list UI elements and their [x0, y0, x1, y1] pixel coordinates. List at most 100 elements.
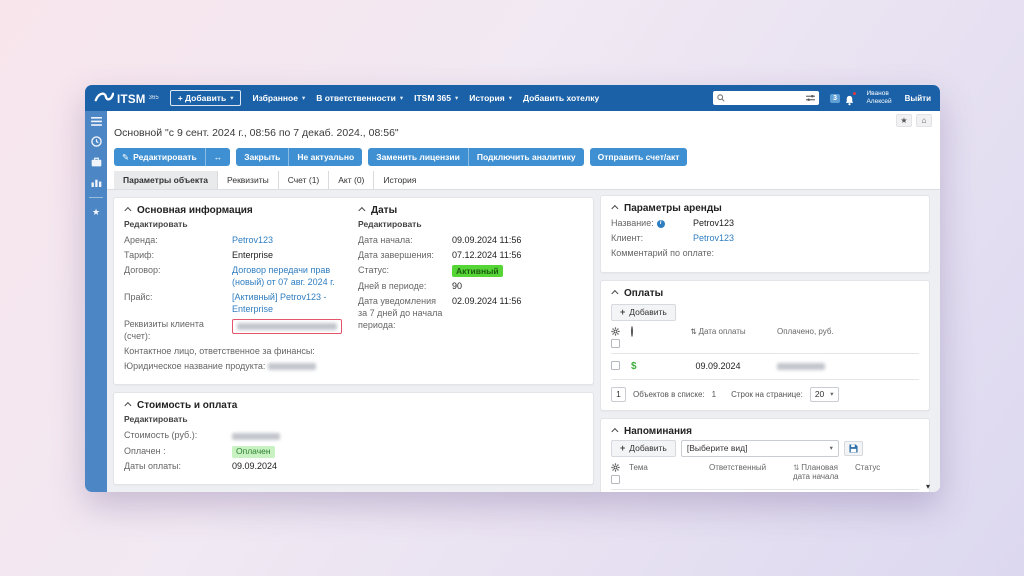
row-checkbox[interactable] — [611, 360, 620, 370]
bar-chart-icon[interactable] — [91, 177, 102, 187]
nav-responsibility[interactable]: В ответственности ▾ — [316, 93, 403, 103]
logout-link[interactable]: Выйти — [904, 93, 931, 103]
reminders-col-topic[interactable]: Тема — [629, 462, 648, 472]
replace-licenses-button[interactable]: Заменить лицензии — [368, 148, 468, 166]
dates-header[interactable]: Даты — [358, 205, 583, 216]
field-legal-name: Юридическое название продукта: — [124, 361, 348, 373]
nav-add-wish-label: Добавить хотелку — [522, 93, 600, 103]
field-client-value[interactable]: Petrov123 — [693, 233, 735, 244]
main-panel: Основная информация Редактировать Аренда… — [107, 190, 940, 492]
gear-icon[interactable] — [611, 326, 620, 336]
field-contract-value[interactable]: Договор передачи прав (новый) от 07 авг.… — [232, 265, 335, 288]
briefcase-icon[interactable] — [91, 157, 102, 167]
payments-col-paid[interactable]: Оплачено, руб. — [777, 326, 834, 336]
swap-button[interactable]: ↔ — [204, 148, 231, 166]
cost-edit-link[interactable]: Редактировать — [124, 414, 188, 425]
tab-history[interactable]: История — [373, 171, 425, 189]
field-rent: Аренда: Petrov123 — [124, 235, 348, 247]
field-days-in-period-value: 90 — [452, 281, 463, 292]
info-icon[interactable]: i — [656, 219, 665, 228]
reminders-add-button[interactable]: + Добавить — [611, 439, 676, 457]
close-button[interactable]: Закрыть — [236, 148, 289, 166]
view-select[interactable]: [Выберите вид] ▾ — [680, 439, 839, 457]
field-payment-comment-label: Комментарий по оплате: — [611, 248, 715, 259]
search-input[interactable] — [712, 91, 819, 105]
page-number[interactable]: 1 — [611, 386, 626, 402]
nav-favorites[interactable]: Избранное ▾ — [252, 93, 305, 103]
reminders-col-planned-date[interactable]: ⇅ Плановая дата начала — [793, 463, 855, 481]
field-price-value[interactable]: [Активный] Petrov123 - Enterprise — [232, 292, 327, 314]
field-contact-person-label: Контактное лицо, ответственное за финанс… — [124, 346, 315, 356]
nav-itsm365[interactable]: ITSM 365 ▾ — [414, 93, 458, 103]
field-contact-person: Контактное лицо, ответственное за финанс… — [124, 346, 348, 358]
tab-requisites[interactable]: Реквизиты — [217, 171, 278, 189]
view-select-value: [Выберите вид] — [686, 443, 748, 454]
main-info-edit-link[interactable]: Редактировать — [124, 219, 188, 229]
close-button-group: Закрыть Не актуально — [236, 148, 363, 166]
reminders-card: Напоминания + Добавить [Выберите вид] ▾ — [600, 417, 930, 492]
field-paid-label: Оплачен : — [124, 445, 166, 456]
reminder-row[interactable]: Выставить клиенту акт по Иванов Алексей … — [611, 490, 919, 492]
cost-header[interactable]: Стоимость и оплата — [124, 400, 583, 411]
nav-history[interactable]: История ▾ — [469, 93, 512, 103]
payment-row[interactable]: $ 09.09.2024 — [611, 354, 919, 380]
favorite-page-button[interactable]: ★ — [896, 114, 912, 127]
redacted-value — [267, 363, 316, 371]
chevron-down-icon: ▾ — [230, 95, 234, 102]
favorites-star-icon[interactable]: ★ — [91, 207, 101, 217]
rows-per-page-select[interactable]: 20 ▾ — [809, 386, 839, 402]
right-column: Параметры аренды Название: i Petrov123 Кл… — [600, 195, 930, 492]
scroll-down-arrow[interactable]: ▾ — [925, 482, 930, 491]
save-view-button[interactable] — [843, 440, 863, 456]
reminders-col-responsible[interactable]: Ответственный — [709, 462, 767, 472]
nav-add-wish[interactable]: Добавить хотелку — [523, 93, 599, 103]
sidebar-divider — [89, 197, 103, 198]
logo-sup: 365 — [148, 95, 159, 101]
left-sidebar: ★ — [85, 111, 107, 492]
notifications[interactable]: 3 — [829, 91, 857, 105]
notification-count-badge[interactable]: 3 — [829, 93, 841, 103]
payments-add-button[interactable]: + Добавить — [611, 303, 676, 321]
content-area: ★ ⌂ Основной "с 9 сент. 2024 г., 08:56 п… — [107, 111, 940, 492]
user-name[interactable]: Иванов Алексей — [866, 90, 891, 105]
payments-add-label: Добавить — [629, 307, 667, 318]
rent-params-title: Параметры аренды — [624, 203, 722, 214]
rent-params-header[interactable]: Параметры аренды — [611, 203, 919, 214]
dates-edit-link[interactable]: Редактировать — [358, 219, 422, 229]
chevron-down-icon: ▾ — [454, 95, 459, 102]
field-price: Прайс: [Активный] Petrov123 - Enterprise — [124, 292, 348, 315]
nav-add-button[interactable]: + Добавить ▾ — [169, 90, 242, 106]
bell-icon[interactable] — [844, 91, 857, 105]
swap-arrows-icon: ↔ — [213, 152, 223, 162]
nav-history-label: История — [469, 93, 505, 103]
send-invoice-button[interactable]: Отправить счет/акт — [589, 148, 688, 166]
field-rent-value[interactable]: Petrov123 — [232, 235, 274, 245]
field-status: Статус: Активный — [358, 265, 583, 278]
gear-icon[interactable] — [611, 462, 620, 472]
select-all-checkbox[interactable] — [611, 338, 620, 348]
tab-act[interactable]: Акт (0) — [328, 171, 373, 189]
app-logo[interactable]: ITSM 365 — [94, 90, 159, 106]
payments-header[interactable]: Оплаты — [611, 288, 919, 299]
tab-object-params[interactable]: Параметры объекта — [114, 171, 218, 189]
main-info-header[interactable]: Основная информация — [124, 205, 348, 216]
redacted-value — [777, 362, 825, 370]
not-actual-button[interactable]: Не актуально — [288, 148, 363, 166]
filter-sliders-icon[interactable] — [805, 94, 815, 102]
objects-count-value: 1 — [711, 389, 717, 399]
reminders-col-status[interactable]: Статус — [855, 462, 881, 472]
reminders-header[interactable]: Напоминания — [611, 426, 919, 437]
field-end-date: Дата завершения: 07.12.2024 11:56 — [358, 250, 583, 262]
connect-analytics-button[interactable]: Подключить аналитику — [467, 148, 584, 166]
payments-col-date[interactable]: ⇅ Дата оплаты — [659, 327, 777, 336]
clock-icon[interactable] — [90, 136, 102, 147]
payment-type-column-icon[interactable] — [631, 325, 633, 337]
select-all-checkbox[interactable] — [611, 474, 620, 484]
field-start-date-label: Дата начала: — [358, 235, 413, 245]
menu-icon[interactable] — [90, 117, 102, 126]
edit-button[interactable]: ✎ Редактировать — [114, 148, 205, 166]
tab-invoice[interactable]: Счет (1) — [277, 171, 329, 189]
home-button[interactable]: ⌂ — [916, 114, 932, 127]
field-name-label: Название: i — [611, 218, 693, 230]
payments-pagination: 1 Объектов в списке: 1 Строк на странице… — [611, 380, 919, 402]
